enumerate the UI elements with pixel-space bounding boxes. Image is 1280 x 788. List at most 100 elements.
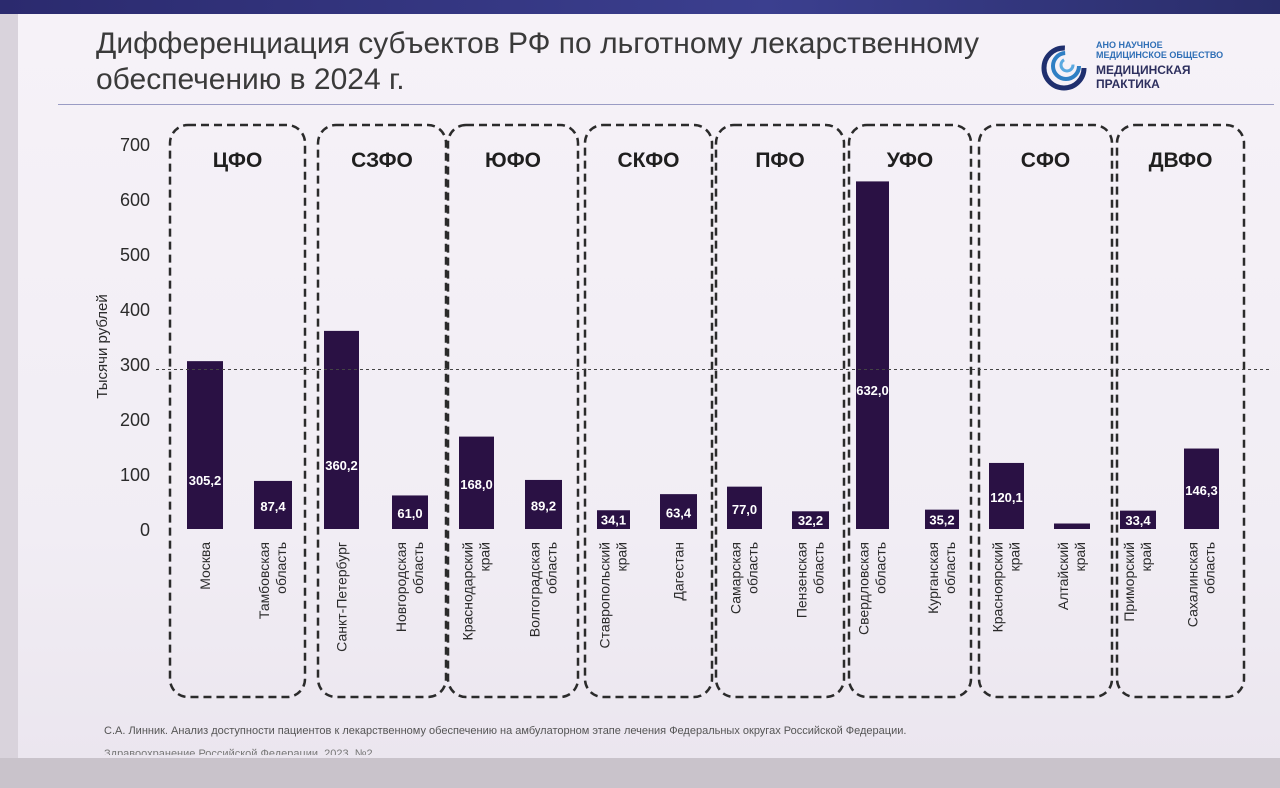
group-box (583, 123, 714, 699)
bar (392, 495, 428, 529)
logo-line-1: АНО НАУЧНОЕ (1096, 40, 1163, 50)
category-label-line: Ставропольский (597, 542, 613, 648)
logo-subtitle: АНО НАУЧНОЕ МЕДИЦИНСКОЕ ОБЩЕСТВО (1096, 40, 1223, 60)
group-box (714, 123, 846, 699)
logo-swirl-icon (1041, 45, 1087, 91)
y-tick-label: 400 (120, 300, 150, 320)
top-banner (0, 0, 1280, 14)
group-label: СЗФО (351, 149, 413, 172)
category-label-line: Краснодарский (460, 542, 476, 640)
bar (660, 494, 697, 529)
category-label: Приморскийкрай (1121, 542, 1154, 622)
y-axis-title: Тысячи рублей (94, 294, 111, 399)
y-tick-label: 600 (120, 190, 150, 210)
category-label: Москва (197, 542, 213, 590)
bar-value-label: 35,2 (929, 512, 954, 527)
group-label: ДВФО (1149, 149, 1213, 172)
category-label-line: область (873, 542, 889, 594)
category-label-line: Самарская (728, 542, 744, 614)
bar (324, 330, 359, 529)
category-label-line: область (811, 542, 827, 594)
bar (459, 436, 494, 529)
category-label: Дагестан (671, 542, 687, 601)
bar-value-label: 360,2 (325, 458, 358, 473)
bar (597, 510, 630, 529)
bar (1054, 523, 1090, 529)
bar-value-label: 168,0 (460, 477, 493, 492)
bar (925, 509, 959, 529)
group-label: ЦФО (213, 149, 263, 172)
category-label-line: область (273, 542, 289, 594)
category-label-line: Красноярский (990, 542, 1006, 632)
category-label-line: край (614, 542, 630, 572)
category-label-line: область (745, 542, 761, 594)
group-label: СФО (1021, 149, 1070, 172)
category-label-line: область (410, 542, 426, 594)
bar (254, 480, 292, 529)
bar (792, 511, 829, 529)
category-label-line: область (544, 542, 560, 594)
category-label: Свердловскаяобласть (856, 542, 889, 635)
category-label-line: край (1138, 542, 1154, 572)
group-box (168, 123, 307, 699)
bar (187, 361, 223, 529)
screen-bottom (0, 758, 1280, 788)
bar-value-label: 63,4 (666, 506, 692, 521)
bar (525, 479, 562, 529)
organization-logo: АНО НАУЧНОЕ МЕДИЦИНСКОЕ ОБЩЕСТВО МЕДИЦИН… (1038, 40, 1268, 96)
bar (727, 486, 762, 529)
category-label-line: край (477, 542, 493, 572)
logo-name: МЕДИЦИНСКАЯ ПРАКТИКА (1096, 63, 1191, 91)
slide-title: Дифференциация субъектов РФ по льготному… (96, 26, 1016, 98)
category-label: Санкт-Петербург (334, 542, 350, 652)
bar-value-label: 120,1 (990, 490, 1023, 505)
bar-value-label: 77,0 (732, 502, 757, 517)
bar (989, 462, 1024, 529)
group-box (847, 123, 973, 699)
category-label-line: Приморский (1121, 542, 1137, 622)
category-label-line: Тамбовская (256, 542, 272, 619)
category-label-line: область (1202, 542, 1218, 594)
category-label-line: Санкт-Петербург (334, 542, 350, 652)
category-label: Краснодарскийкрай (460, 542, 493, 640)
group-box (316, 123, 448, 699)
category-label: Тамбовскаяобласть (256, 542, 289, 619)
group-label: УФО (887, 149, 934, 172)
y-tick-label: 200 (120, 410, 150, 430)
source-citation-cont: Здравоохранение Российской Федерации. 20… (104, 748, 373, 755)
category-label: Алтайскийкрай (1055, 542, 1088, 610)
group-label: СКФО (618, 149, 680, 172)
category-label: Красноярскийкрай (990, 542, 1023, 632)
bar-value-label: 33,4 (1125, 513, 1151, 528)
category-label-line: Дагестан (671, 542, 687, 601)
bar-value-label: 87,4 (260, 499, 286, 514)
category-label: Новгородскаяобласть (393, 542, 426, 632)
category-label: Курганскаяобласть (925, 542, 958, 614)
slide-background (18, 14, 1280, 758)
logo-line-3: МЕДИЦИНСКАЯ (1096, 63, 1191, 77)
logo-line-4: ПРАКТИКА (1096, 77, 1160, 91)
group-label: ПФО (755, 149, 804, 172)
group-box (977, 123, 1114, 699)
category-label-line: Москва (197, 542, 213, 590)
bar-value-label: 89,2 (531, 498, 556, 513)
bar-value-label: 32,2 (798, 513, 823, 528)
logo-line-2: МЕДИЦИНСКОЕ ОБЩЕСТВО (1096, 50, 1224, 60)
y-tick-label: 100 (120, 465, 150, 485)
category-label-line: край (1007, 542, 1023, 572)
bar-value-label: 61,0 (397, 506, 422, 521)
category-label: Ставропольскийкрай (597, 542, 630, 648)
group-label: ЮФО (485, 149, 541, 172)
category-label: Сахалинскаяобласть (1185, 542, 1218, 627)
category-label-line: край (1072, 542, 1088, 572)
category-label-line: Сахалинская (1185, 542, 1201, 627)
y-tick-label: 500 (120, 245, 150, 265)
category-label-line: Алтайский (1055, 542, 1071, 610)
y-tick-label: 700 (120, 135, 150, 155)
bar (1120, 510, 1156, 529)
title-divider (58, 104, 1274, 105)
bar-value-label: 146,3 (1185, 483, 1218, 498)
category-label-line: Пензенская (794, 542, 810, 618)
source-citation: С.А. Линник. Анализ доступности пациенто… (104, 725, 907, 737)
